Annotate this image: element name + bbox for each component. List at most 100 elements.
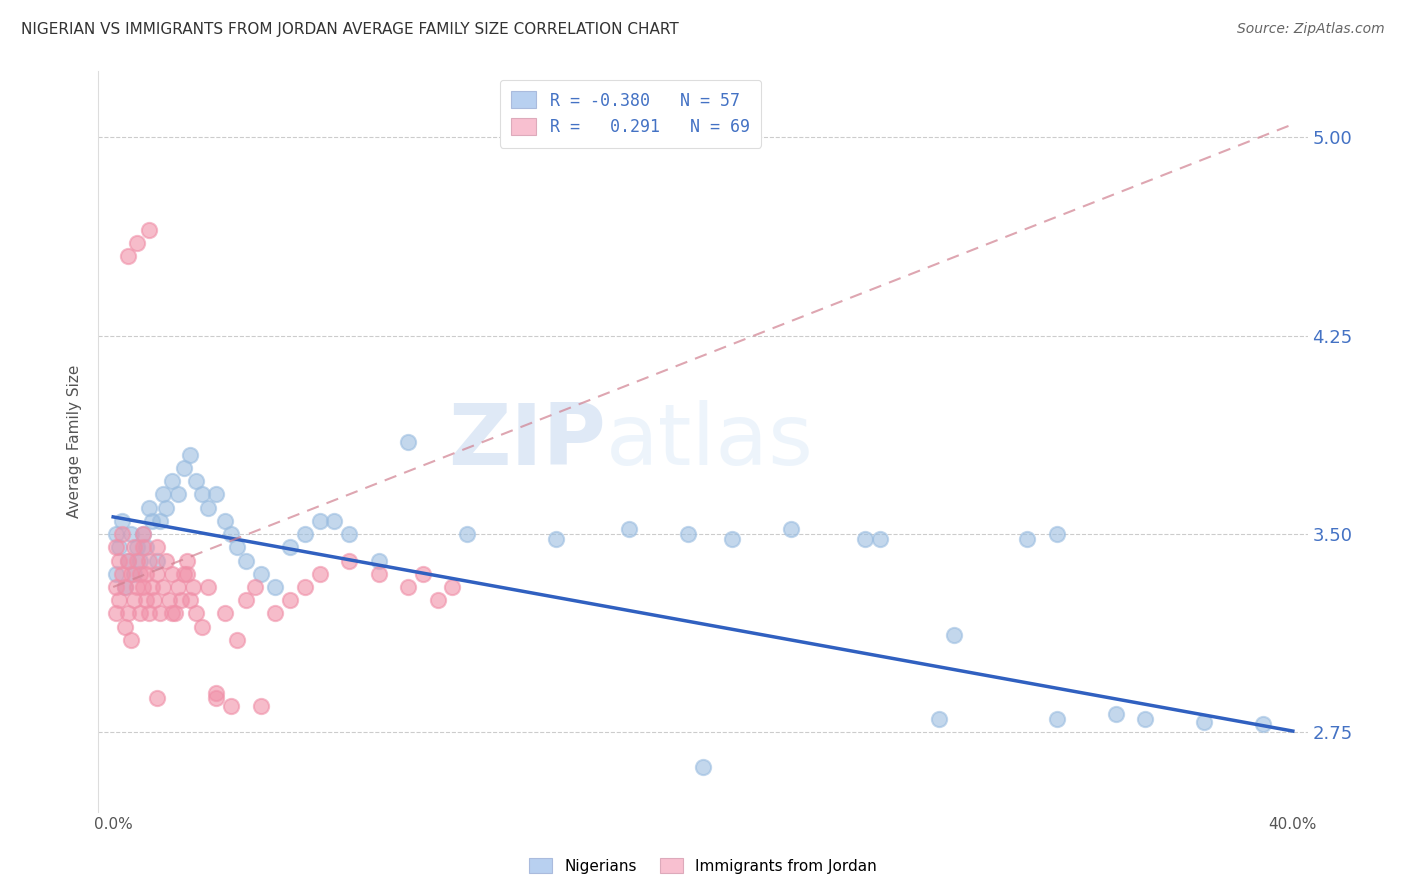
Point: [441, 580, 464, 594]
Point: [105, 607, 128, 621]
Point: [125, 541, 148, 555]
Point: [181, 580, 204, 594]
Point: [1105, 706, 1128, 721]
Point: [235, 553, 257, 567]
Point: [173, 566, 195, 581]
Point: [128, 607, 150, 621]
Point: [226, 632, 249, 647]
Point: [1253, 717, 1275, 731]
Point: [120, 527, 142, 541]
Point: [396, 580, 419, 594]
Point: [294, 527, 316, 541]
Text: ZIP: ZIP: [449, 400, 606, 483]
Point: [149, 607, 172, 621]
Point: [205, 686, 228, 700]
Point: [105, 527, 128, 541]
Point: [114, 620, 136, 634]
Point: [108, 553, 131, 567]
Point: [173, 461, 195, 475]
Point: [138, 607, 160, 621]
Point: [167, 487, 190, 501]
Point: [108, 593, 131, 607]
Point: [205, 691, 228, 706]
Point: [367, 553, 389, 567]
Point: [1135, 712, 1157, 726]
Point: [131, 527, 153, 541]
Point: [146, 691, 169, 706]
Point: [165, 607, 187, 621]
Point: [160, 474, 183, 488]
Point: [869, 533, 891, 547]
Point: [190, 620, 212, 634]
Legend: Nigerians, Immigrants from Jordan: Nigerians, Immigrants from Jordan: [523, 852, 883, 880]
Point: [146, 566, 169, 581]
Point: [138, 223, 160, 237]
Point: [721, 533, 744, 547]
Point: [456, 527, 478, 541]
Point: [105, 541, 128, 555]
Point: [1046, 527, 1069, 541]
Point: [184, 607, 207, 621]
Point: [176, 566, 198, 581]
Point: [412, 566, 434, 581]
Point: [176, 553, 198, 567]
Point: [278, 593, 301, 607]
Point: [146, 553, 169, 567]
Point: [219, 527, 242, 541]
Point: [131, 527, 153, 541]
Point: [125, 236, 148, 251]
Point: [120, 632, 142, 647]
Point: [214, 514, 236, 528]
Point: [160, 607, 183, 621]
Point: [197, 580, 219, 594]
Point: [125, 580, 148, 594]
Point: [780, 522, 803, 536]
Point: [131, 541, 153, 555]
Point: [143, 593, 166, 607]
Point: [678, 527, 700, 541]
Point: [111, 566, 134, 581]
Point: [170, 593, 193, 607]
Point: [117, 553, 139, 567]
Point: [337, 527, 360, 541]
Point: [337, 553, 360, 567]
Point: [264, 580, 287, 594]
Point: [367, 566, 389, 581]
Point: [155, 500, 177, 515]
Point: [135, 566, 157, 581]
Point: [114, 580, 136, 594]
Point: [122, 566, 145, 581]
Point: [122, 593, 145, 607]
Point: [105, 580, 128, 594]
Point: [619, 522, 641, 536]
Point: [308, 566, 330, 581]
Point: [853, 533, 876, 547]
Point: [179, 593, 201, 607]
Text: NIGERIAN VS IMMIGRANTS FROM JORDAN AVERAGE FAMILY SIZE CORRELATION CHART: NIGERIAN VS IMMIGRANTS FROM JORDAN AVERA…: [21, 22, 679, 37]
Point: [114, 580, 136, 594]
Point: [226, 541, 249, 555]
Text: atlas: atlas: [606, 400, 814, 483]
Point: [108, 541, 131, 555]
Point: [179, 448, 201, 462]
Point: [141, 514, 163, 528]
Point: [323, 514, 346, 528]
Point: [146, 541, 169, 555]
Point: [135, 593, 157, 607]
Point: [243, 580, 266, 594]
Point: [157, 593, 180, 607]
Point: [184, 474, 207, 488]
Text: Source: ZipAtlas.com: Source: ZipAtlas.com: [1237, 22, 1385, 37]
Legend: R = -0.380   N = 57, R =   0.291   N = 69: R = -0.380 N = 57, R = 0.291 N = 69: [499, 79, 761, 148]
Point: [105, 566, 128, 581]
Point: [152, 487, 174, 501]
Point: [928, 712, 950, 726]
Point: [249, 698, 271, 713]
Point: [692, 760, 714, 774]
Point: [125, 553, 148, 567]
Point: [205, 487, 228, 501]
Point: [152, 580, 174, 594]
Point: [264, 607, 287, 621]
Point: [149, 514, 172, 528]
Point: [396, 434, 419, 449]
